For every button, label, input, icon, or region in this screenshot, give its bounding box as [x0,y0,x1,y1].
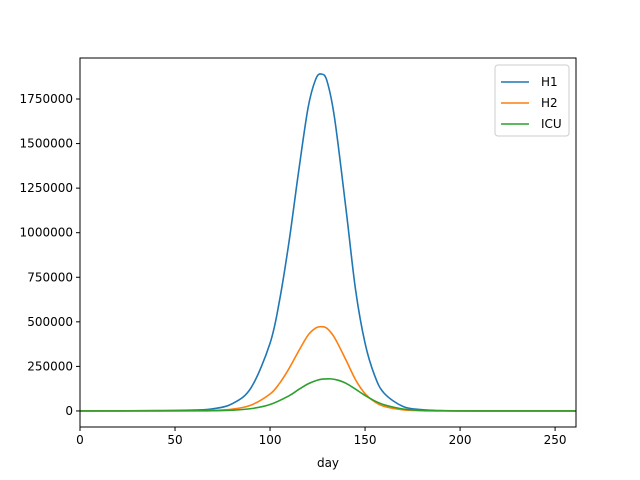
series-layer [79,73,576,412]
legend-label-h2: H2 [541,96,558,110]
y-tick-label: 1750000 [20,92,73,106]
x-tick-label: 50 [167,433,182,447]
y-tick-label: 1000000 [20,226,73,240]
x-tick-label: 150 [354,433,377,447]
legend: H1 H2 ICU [494,64,570,137]
plot-frame [79,57,577,428]
x-tick-label: 200 [449,433,472,447]
y-tick-label: 1250000 [20,181,73,195]
x-axis-label: day [317,456,339,470]
y-tick-label: 250000 [27,359,73,373]
legend-label-icu: ICU [541,117,562,131]
x-axis: 0 50 100 150 200 250 [76,427,567,447]
y-tick-label: 500000 [27,315,73,329]
series-line-icu [79,377,576,412]
x-tick-label: 0 [76,433,84,447]
y-tick-label: 1500000 [20,137,73,151]
plot-background [80,58,576,427]
y-axis: 0 250000 500000 750000 1000000 1250000 1500000… [20,92,80,418]
x-tick-label: 100 [259,433,282,447]
y-tick-label: 0 [65,404,73,418]
legend-label-h1: H1 [541,75,558,89]
y-tick-label: 750000 [27,270,73,284]
x-tick-label: 250 [544,433,567,447]
